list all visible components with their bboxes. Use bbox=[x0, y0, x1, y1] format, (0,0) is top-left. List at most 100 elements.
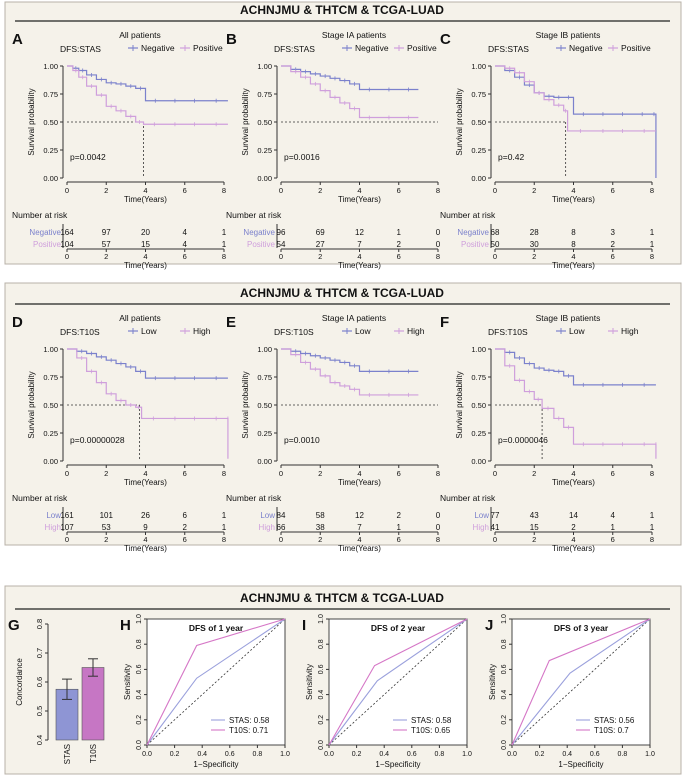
y-tick-label: 0.50 bbox=[471, 118, 486, 127]
legend-label: High bbox=[407, 326, 425, 336]
y-tick-label: 0.25 bbox=[257, 146, 272, 155]
x-tick-label: 2 bbox=[532, 186, 536, 195]
risk-cell: 57 bbox=[102, 240, 111, 249]
y-tick-label: 0.5 bbox=[35, 706, 44, 716]
x-tick-label: 4 bbox=[357, 186, 361, 195]
x-tick-label: 1.0 bbox=[280, 751, 290, 758]
risk-x-axis-label: Time(Years) bbox=[338, 544, 381, 553]
legend: Low High bbox=[128, 326, 211, 336]
roc-curve-t10s bbox=[328, 618, 468, 746]
y-axis-label: Survival probability bbox=[27, 88, 36, 155]
risk-cell: 7 bbox=[357, 240, 362, 249]
chart-subtitle: All patients bbox=[119, 313, 161, 323]
y-tick-label: 0.00 bbox=[43, 174, 58, 183]
risk-cell: 12 bbox=[355, 511, 364, 520]
y-tick-label: 0.4 bbox=[318, 690, 325, 700]
x-tick-label: 6 bbox=[611, 469, 615, 478]
risk-cell: 161 bbox=[60, 511, 74, 520]
y-axis-label: Survival probability bbox=[455, 371, 464, 438]
x-tick-label: 8 bbox=[222, 469, 226, 478]
km-curve-negative bbox=[67, 65, 228, 102]
x-tick-label: 0.2 bbox=[535, 751, 545, 758]
chart-subtitle: Stage IB patients bbox=[536, 313, 601, 323]
y-tick-label: 0.75 bbox=[471, 90, 486, 99]
endpoint-label: DFS:STAS bbox=[488, 44, 529, 54]
y-tick-label: 0.7 bbox=[35, 648, 44, 658]
risk-x-tick-label: 8 bbox=[650, 252, 654, 261]
y-tick-label: 0.8 bbox=[318, 639, 325, 649]
legend-auc-label: T10S: 0.65 bbox=[411, 726, 451, 735]
risk-cell: 97 bbox=[102, 228, 111, 237]
y-tick-label: 1.0 bbox=[501, 614, 508, 624]
risk-x-tick-label: 6 bbox=[183, 535, 187, 544]
km-chart-A: A All patients DFS:STAS Negative Positive 0.0… bbox=[12, 30, 228, 270]
y-tick-label: 0.50 bbox=[257, 118, 272, 127]
risk-cell: 1 bbox=[611, 523, 616, 532]
risk-table-title: Number at risk bbox=[12, 493, 68, 503]
risk-table-title: Number at risk bbox=[440, 210, 496, 220]
panel-letter: A bbox=[12, 31, 23, 48]
y-tick-label: 1.00 bbox=[471, 345, 486, 354]
risk-x-tick-label: 6 bbox=[397, 252, 401, 261]
panel-title: ACHNJMU & THTCM & TCGA-LUAD bbox=[240, 3, 444, 17]
risk-cell: 6 bbox=[183, 511, 188, 520]
roc-curve-stas bbox=[328, 618, 468, 746]
y-tick-label: 0.8 bbox=[501, 639, 508, 649]
risk-cell: 1 bbox=[222, 511, 227, 520]
risk-x-axis-label: Time(Years) bbox=[124, 261, 167, 270]
y-tick-label: 0.2 bbox=[136, 715, 143, 725]
roc-curve-t10s bbox=[511, 618, 651, 746]
chart-subtitle: Stage IA patients bbox=[322, 313, 386, 323]
p-value: p=0.42 bbox=[498, 152, 525, 162]
p-value: p=0.0042 bbox=[70, 152, 106, 162]
risk-x-tick-label: 2 bbox=[532, 535, 536, 544]
risk-table-title: Number at risk bbox=[12, 210, 68, 220]
risk-row-label: High bbox=[259, 523, 275, 532]
risk-row-label: Low bbox=[46, 511, 61, 520]
legend-auc-label: T10S: 0.7 bbox=[594, 726, 629, 735]
x-tick-label: 4 bbox=[143, 186, 147, 195]
panel-2-background bbox=[4, 282, 682, 546]
risk-x-tick-label: 6 bbox=[397, 535, 401, 544]
x-tick-label: 2 bbox=[318, 186, 322, 195]
panel-1-background bbox=[4, 1, 682, 265]
risk-row-label: Low bbox=[474, 511, 489, 520]
risk-row-label: Positive bbox=[247, 240, 276, 249]
x-axis-label: Time(Years) bbox=[552, 195, 595, 204]
risk-cell: 4 bbox=[183, 240, 188, 249]
diagonal-reference bbox=[146, 618, 286, 746]
risk-row-label: Negative bbox=[29, 228, 61, 237]
y-tick-label: 0.2 bbox=[318, 715, 325, 725]
legend: Negative Positive bbox=[556, 43, 651, 53]
bar-t10s bbox=[81, 667, 105, 741]
legend-label: Positive bbox=[193, 43, 223, 53]
risk-cell: 28 bbox=[530, 228, 539, 237]
risk-cell: 43 bbox=[530, 511, 539, 520]
y-tick-label: 0.00 bbox=[257, 174, 272, 183]
x-tick-label: 0.4 bbox=[562, 751, 572, 758]
x-tick-label: 0.4 bbox=[197, 751, 207, 758]
endpoint-label: DFS:STAS bbox=[274, 44, 315, 54]
y-tick-label: 0.00 bbox=[43, 457, 58, 466]
panel-letter: H bbox=[120, 617, 131, 634]
y-tick-label: 0.50 bbox=[471, 401, 486, 410]
panel-letter: J bbox=[485, 617, 493, 634]
x-tick-label: 1.0 bbox=[645, 751, 655, 758]
risk-cell: 58 bbox=[316, 511, 325, 520]
y-tick-label: 1.00 bbox=[257, 62, 272, 71]
endpoint-label: DFS:T10S bbox=[488, 327, 528, 337]
legend-label: Low bbox=[141, 326, 157, 336]
legend-auc-label: T10S: 0.71 bbox=[229, 726, 269, 735]
roc-curve-stas bbox=[511, 618, 651, 746]
km-chart-D: D All patients DFS:T10S Low High 0.00 0.25 0.50… bbox=[12, 313, 229, 553]
legend-label: Negative bbox=[569, 43, 603, 53]
y-tick-label: 0.0 bbox=[318, 740, 325, 750]
bottom-panel: ACHNJMU & THTCM & TCGA-LUAD G 0.4 0.5 0.6 0.7… bbox=[8, 591, 670, 769]
y-tick-label: 0.50 bbox=[43, 401, 58, 410]
x-tick-label: 4 bbox=[571, 186, 575, 195]
risk-cell: 8 bbox=[571, 240, 576, 249]
y-tick-label: 1.0 bbox=[318, 614, 325, 624]
y-tick-label: 0.25 bbox=[43, 429, 58, 438]
